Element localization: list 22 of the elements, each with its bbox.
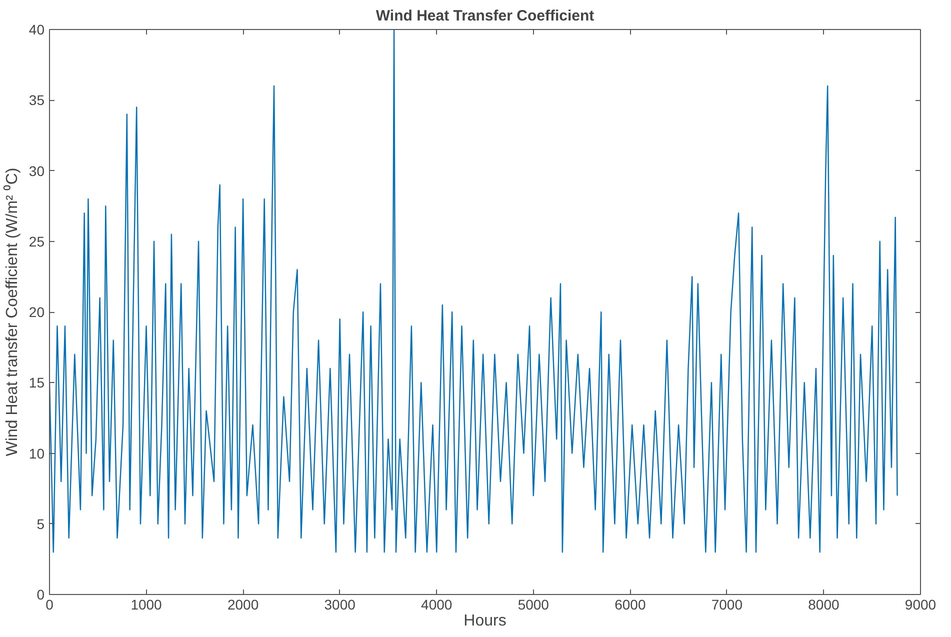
- y-tick-label: 20: [28, 304, 45, 320]
- y-tick-label: 15: [28, 374, 45, 391]
- y-tick-label: 5: [36, 516, 45, 532]
- y-tick-label: 40: [28, 22, 45, 38]
- x-tick-label: 4000: [421, 596, 452, 612]
- x-tick-label: 5000: [518, 596, 550, 612]
- y-tick-label: 30: [28, 162, 45, 179]
- y-tick-label: 0: [36, 586, 45, 602]
- line-series: [50, 30, 898, 553]
- x-tick-label: 9000: [904, 596, 936, 612]
- x-tick-label: 8000: [808, 596, 840, 612]
- y-tick-label: 10: [28, 445, 45, 462]
- x-tick-label: 3000: [324, 596, 356, 612]
- x-tick-label: 2000: [227, 596, 259, 612]
- chart-title: Wind Heat Transfer Coefficient: [376, 8, 594, 24]
- x-tick-label: 7000: [711, 596, 743, 612]
- y-tick-label: 35: [28, 92, 45, 108]
- y-tick-label: 25: [28, 233, 45, 250]
- x-tick-label: 6000: [614, 596, 646, 612]
- x-axis-title: Hours: [464, 612, 506, 630]
- x-tick-label: 1000: [130, 596, 162, 612]
- y-axis-title: Wind Heat transfer Coefficient (W/m² ⁰C): [2, 168, 21, 456]
